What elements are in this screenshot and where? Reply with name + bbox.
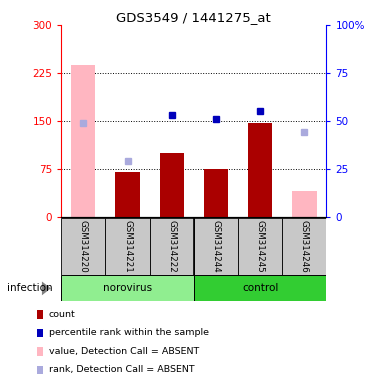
Bar: [282, 218, 326, 275]
Bar: [150, 218, 194, 275]
Bar: [61, 275, 194, 301]
Text: control: control: [242, 283, 278, 293]
Text: count: count: [49, 310, 76, 319]
Text: GSM314222: GSM314222: [167, 220, 176, 273]
Text: GSM314245: GSM314245: [256, 220, 265, 273]
Text: GSM314220: GSM314220: [79, 220, 88, 273]
Bar: [238, 218, 282, 275]
Text: value, Detection Call = ABSENT: value, Detection Call = ABSENT: [49, 347, 199, 356]
Bar: [194, 275, 326, 301]
Bar: [115, 172, 140, 217]
Bar: [105, 218, 150, 275]
Bar: [115, 172, 140, 217]
Text: rank, Detection Call = ABSENT: rank, Detection Call = ABSENT: [49, 365, 194, 374]
Bar: [71, 65, 95, 217]
Text: infection: infection: [7, 283, 53, 293]
Title: GDS3549 / 1441275_at: GDS3549 / 1441275_at: [116, 11, 271, 24]
Bar: [292, 191, 316, 217]
Text: GSM314221: GSM314221: [123, 220, 132, 273]
Bar: [194, 218, 238, 275]
Text: GSM314244: GSM314244: [211, 220, 220, 273]
Text: norovirus: norovirus: [103, 283, 152, 293]
Bar: [248, 123, 272, 217]
Bar: [61, 218, 105, 275]
Text: percentile rank within the sample: percentile rank within the sample: [49, 328, 209, 338]
Bar: [204, 169, 228, 217]
Bar: [160, 153, 184, 217]
Text: GSM314246: GSM314246: [300, 220, 309, 273]
